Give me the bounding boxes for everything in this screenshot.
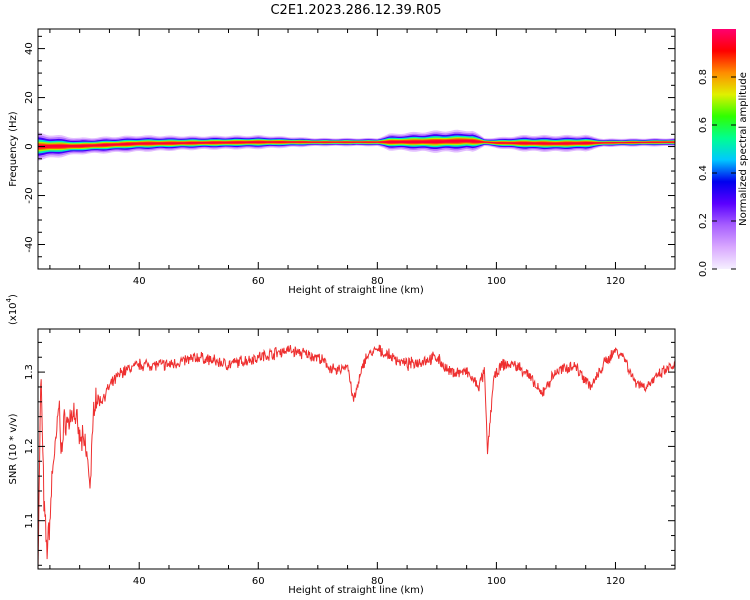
spectrogram-y-tick-label: 0	[24, 143, 35, 149]
snr-y-multiplier-base: (x10	[8, 302, 19, 325]
spectrogram-contour-level	[38, 131, 675, 159]
snr-ticks: 40 60 80 100 120 1.1 1.2 1.3	[24, 329, 676, 587]
spectrogram-ticks: 40 60 80 100 120 -40 -20 0 20 40	[24, 29, 676, 287]
spectrogram-x-axis-label: Height of straight line (km)	[288, 285, 424, 296]
spectrogram-contour-level	[38, 137, 675, 152]
snr-y-tick-label: 1.2	[24, 438, 35, 454]
snr-y-tick-label: 1.3	[24, 364, 35, 380]
snr-y-tick-label: 1.1	[24, 513, 35, 529]
colorbar-label: Normalized spectral amplitude	[738, 72, 749, 226]
spectrogram-heatmap	[38, 129, 675, 161]
snr-series-line	[38, 344, 675, 569]
colorbar-ticks: 0.0 0.2 0.4 0.6 0.8	[698, 69, 736, 277]
spectrogram-x-tick-label: 100	[487, 276, 506, 287]
colorbar-tick-label: 0.6	[698, 117, 709, 133]
spectrogram-contour-level	[38, 133, 675, 156]
spectrogram-y-axis-label: Frequency (Hz)	[8, 111, 19, 187]
snr-x-tick-label: 100	[487, 576, 506, 587]
snr-panel: 40 60 80 100 120 1.1 1.2 1.3 Height of straight…	[5, 294, 676, 596]
colorbar-scale	[712, 29, 736, 269]
spectrogram-y-tick-label: -40	[24, 236, 35, 252]
snr-y-multiplier-close: )	[8, 294, 19, 298]
colorbar: 0.0 0.2 0.4 0.6 0.8 Normalized spectral ampl…	[698, 29, 749, 277]
spectrogram-x-tick-label: 60	[252, 276, 265, 287]
spectrogram-panel: 40 60 80 100 120 -40 -20 0 20 40 Height of straig…	[8, 28, 676, 296]
snr-x-tick-label: 120	[606, 576, 625, 587]
spectrogram-contour-level	[38, 139, 675, 149]
spectrogram-contour-level	[38, 138, 675, 150]
snr-y-axis-label: SNR (10 * v/v)	[8, 413, 19, 484]
spectrogram-contour-level	[38, 135, 675, 154]
snr-y-multiplier: (x104)	[5, 294, 19, 325]
colorbar-tick-label: 0.8	[698, 69, 709, 85]
colorbar-tick-label: 0.0	[698, 261, 709, 277]
spectrogram-x-tick-label: 120	[606, 276, 625, 287]
snr-x-tick-label: 80	[371, 576, 384, 587]
snr-x-axis-label: Height of straight line (km)	[288, 585, 424, 596]
figure-title: C2E1.2023.286.12.39.R05	[270, 3, 441, 18]
snr-x-tick-label: 60	[252, 576, 265, 587]
spectrogram-x-tick-label: 40	[133, 276, 146, 287]
colorbar-tick-label: 0.2	[698, 213, 709, 229]
snr-frame	[37, 328, 676, 570]
spectrogram-y-tick-label: -20	[24, 187, 35, 203]
snr-y-multiplier-exp: 4	[5, 297, 13, 302]
colorbar-tick-label: 0.4	[698, 165, 709, 181]
spectrogram-frame	[37, 28, 676, 270]
spectrogram-y-tick-label: 20	[24, 91, 35, 104]
spectrogram-x-tick-label: 80	[371, 276, 384, 287]
snr-x-tick-label: 40	[133, 576, 146, 587]
spectrogram-y-tick-label: 40	[24, 42, 35, 55]
